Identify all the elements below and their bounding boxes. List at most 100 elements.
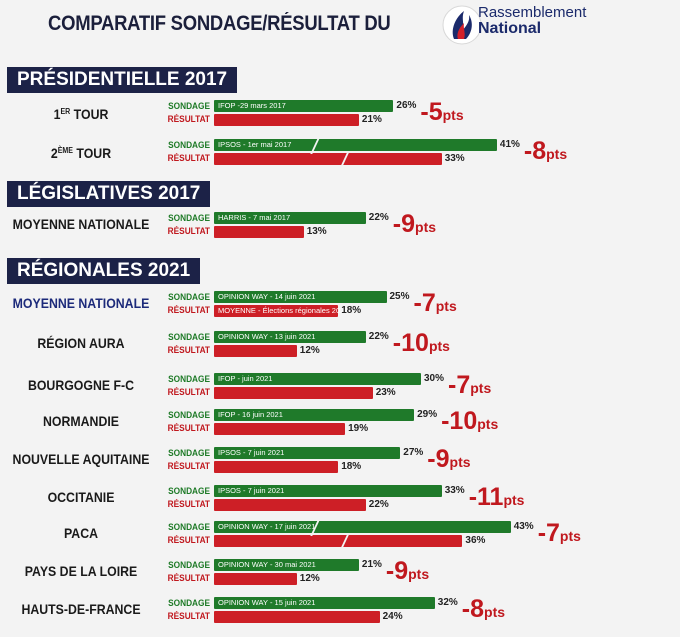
sondage-value: 22% — [368, 331, 389, 342]
sondage-bar — [214, 291, 387, 303]
sondage-bar — [214, 373, 421, 385]
sondage-value: 41% — [499, 139, 520, 150]
resultat-tag: RÉSULTAT — [167, 153, 210, 163]
resultat-bar — [214, 461, 339, 473]
row-label: NORMANDIE — [43, 413, 119, 429]
resultat-tag: RÉSULTAT — [167, 461, 210, 471]
section-header: PRÉSIDENTIELLE 2017 — [7, 67, 238, 93]
row-label: HAUTS-DE-FRANCE — [21, 601, 141, 617]
sondage-value: 21% — [361, 559, 382, 570]
row-label: MOYENNE NATIONALE — [12, 216, 150, 232]
row-label: PACA — [63, 525, 98, 541]
resultat-tag: RÉSULTAT — [167, 226, 210, 236]
difference-value: -11pts — [468, 483, 525, 511]
resultat-bar — [214, 387, 373, 399]
resultat-tag: RÉSULTAT — [167, 611, 210, 621]
difference-value: -9pts — [392, 210, 437, 238]
sondage-bar — [214, 409, 415, 421]
resultat-value: 33% — [444, 153, 465, 164]
resultat-bar — [214, 114, 359, 126]
rassemblement-national-logo — [442, 5, 482, 45]
sondage-bar — [214, 521, 511, 533]
sondage-bar — [214, 331, 366, 343]
poll-source: IFOP - 16 juin 2021 — [218, 410, 283, 419]
row-label: MOYENNE NATIONALE — [12, 295, 150, 311]
row-label: OCCITANIE — [47, 489, 115, 505]
section-header: LÉGISLATIVES 2017 — [7, 181, 211, 207]
sondage-value: 29% — [417, 409, 438, 420]
difference-value: -8pts — [523, 137, 568, 165]
resultat-tag: RÉSULTAT — [167, 345, 210, 355]
difference-value: -7pts — [448, 371, 492, 399]
sondage-value: 25% — [389, 291, 410, 302]
difference-value: -5pts — [420, 98, 464, 126]
sondage-value: 30% — [424, 373, 445, 384]
sondage-bar — [214, 597, 435, 609]
poll-source: IFOP - juin 2021 — [218, 374, 273, 383]
resultat-value: 36% — [465, 535, 486, 546]
logo-line-1: Rassemblement — [478, 4, 587, 21]
sondage-tag: SONDAGE — [168, 410, 210, 420]
sondage-bar — [214, 447, 401, 459]
difference-value: -10pts — [392, 329, 450, 357]
resultat-tag: RÉSULTAT — [167, 387, 210, 397]
resultat-bar — [214, 573, 297, 585]
sondage-tag: SONDAGE — [168, 560, 210, 570]
sondage-tag: SONDAGE — [168, 374, 210, 384]
sondage-bar — [214, 139, 497, 151]
sondage-tag: SONDAGE — [168, 448, 210, 458]
sondage-value: 43% — [513, 521, 534, 532]
sondage-value: 27% — [403, 447, 424, 458]
sondage-tag: SONDAGE — [168, 598, 210, 608]
resultat-value: 18% — [341, 305, 362, 316]
sondage-tag: SONDAGE — [168, 101, 210, 111]
sondage-tag: SONDAGE — [168, 140, 210, 150]
resultat-value: 12% — [299, 345, 320, 356]
resultat-bar — [214, 535, 463, 547]
resultat-bar — [214, 499, 366, 511]
resultat-bar — [214, 423, 346, 435]
sondage-tag: SONDAGE — [168, 522, 210, 532]
resultat-tag: RÉSULTAT — [167, 573, 210, 583]
poll-source: OPINION WAY - 30 mai 2021 — [218, 560, 316, 569]
poll-source: IPSOS - 7 juin 2021 — [218, 448, 285, 457]
resultat-bar — [214, 226, 304, 238]
difference-value: -9pts — [385, 557, 430, 585]
sondage-value: 22% — [368, 212, 389, 223]
poll-source: OPINION WAY - 14 juin 2021 — [218, 292, 316, 301]
resultat-value: 13% — [306, 226, 327, 237]
sondage-value: 32% — [437, 597, 458, 608]
difference-value: -7pts — [537, 519, 581, 547]
difference-value: -9pts — [427, 445, 471, 473]
logo-text: Rassemblement National — [478, 5, 586, 37]
resultat-bar — [214, 153, 442, 165]
chart-title: COMPARATIF SONDAGE/RÉSULTAT DU — [48, 12, 391, 35]
poll-source: OPINION WAY - 13 juin 2021 — [218, 332, 316, 341]
sondage-tag: SONDAGE — [168, 486, 210, 496]
resultat-value: 23% — [375, 387, 396, 398]
section-header: RÉGIONALES 2021 — [7, 258, 201, 284]
sondage-bar — [214, 212, 366, 224]
resultat-value: 12% — [299, 573, 320, 584]
poll-source: IFOP -29 mars 2017 — [218, 101, 286, 110]
sondage-tag: SONDAGE — [168, 292, 210, 302]
sondage-bar — [214, 100, 394, 112]
resultat-tag: RÉSULTAT — [167, 423, 210, 433]
resultat-value: 21% — [361, 114, 382, 125]
row-label: RÉGION AURA — [37, 335, 125, 351]
resultat-tag: RÉSULTAT — [167, 535, 210, 545]
sondage-bar — [214, 559, 359, 571]
sondage-value: 26% — [396, 100, 417, 111]
resultat-tag: RÉSULTAT — [167, 499, 210, 509]
sondage-tag: SONDAGE — [168, 213, 210, 223]
poll-source: IPSOS - 7 juin 2021 — [218, 486, 285, 495]
resultat-tag: RÉSULTAT — [167, 114, 210, 124]
row-label: 2ÈME TOUR — [50, 145, 112, 161]
row-label: 1ER TOUR — [53, 106, 109, 122]
resultat-value: 19% — [348, 423, 369, 434]
result-source: MOYENNE - Élections régionales 2021 — [218, 306, 349, 315]
difference-value: -8pts — [461, 595, 506, 623]
difference-value: -10pts — [441, 407, 499, 435]
logo-line-2: National — [478, 20, 542, 37]
sondage-value: 33% — [444, 485, 465, 496]
